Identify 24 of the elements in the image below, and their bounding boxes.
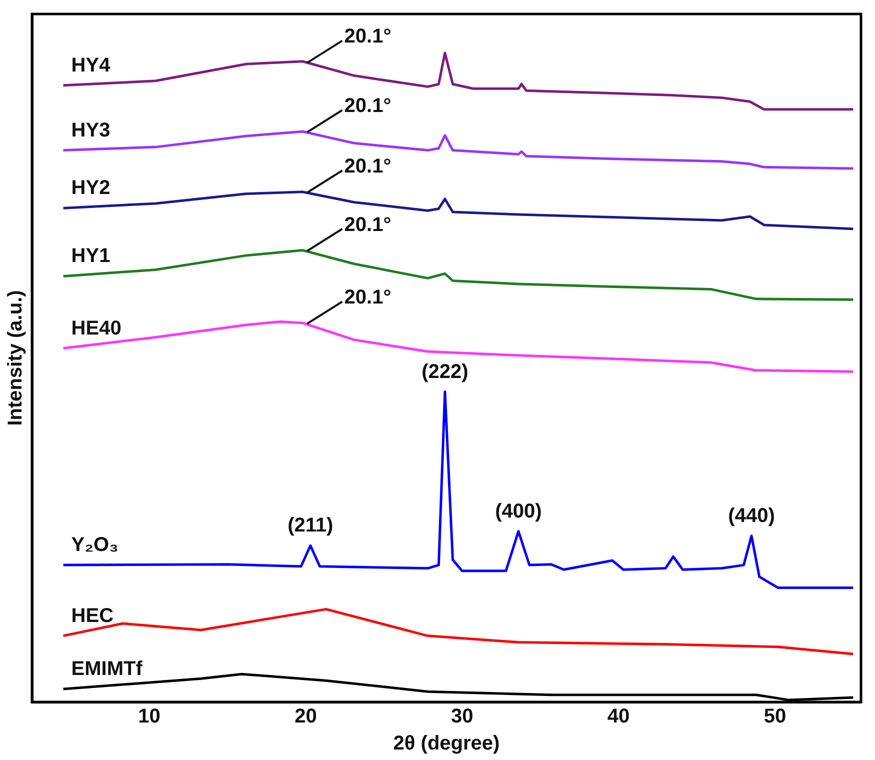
annotation: (222) bbox=[422, 360, 468, 383]
annotation: (400) bbox=[495, 500, 542, 522]
x-tick-label: 50 bbox=[764, 706, 786, 728]
series-label: HY4 bbox=[71, 54, 112, 76]
series-label: EMIMTf bbox=[71, 658, 143, 680]
x-tick-label: 20 bbox=[294, 706, 317, 728]
series-label: HE40 bbox=[71, 317, 122, 340]
series-label: HY1 bbox=[71, 245, 110, 268]
series-label: HEC bbox=[71, 604, 114, 627]
annotation: (211) bbox=[288, 514, 334, 537]
annotation: 20.1° bbox=[344, 26, 392, 48]
y-axis-title: Intensity (a.u.) bbox=[4, 290, 27, 426]
annotation: 20.1° bbox=[344, 95, 392, 118]
series-label: HY2 bbox=[71, 177, 110, 200]
x-tick-label: 40 bbox=[607, 706, 630, 728]
annotation: (440) bbox=[728, 504, 775, 527]
annotation: 20.1° bbox=[344, 155, 392, 178]
x-tick-label: 30 bbox=[451, 706, 474, 728]
annotation: 20.1° bbox=[344, 214, 392, 236]
series-label: Y₂O₃ bbox=[71, 534, 118, 556]
x-tick-label: 10 bbox=[138, 706, 160, 728]
series-label: HY3 bbox=[71, 119, 110, 142]
annotation: 20.1° bbox=[344, 286, 392, 309]
x-axis-title: 2θ (degree) bbox=[393, 732, 500, 755]
